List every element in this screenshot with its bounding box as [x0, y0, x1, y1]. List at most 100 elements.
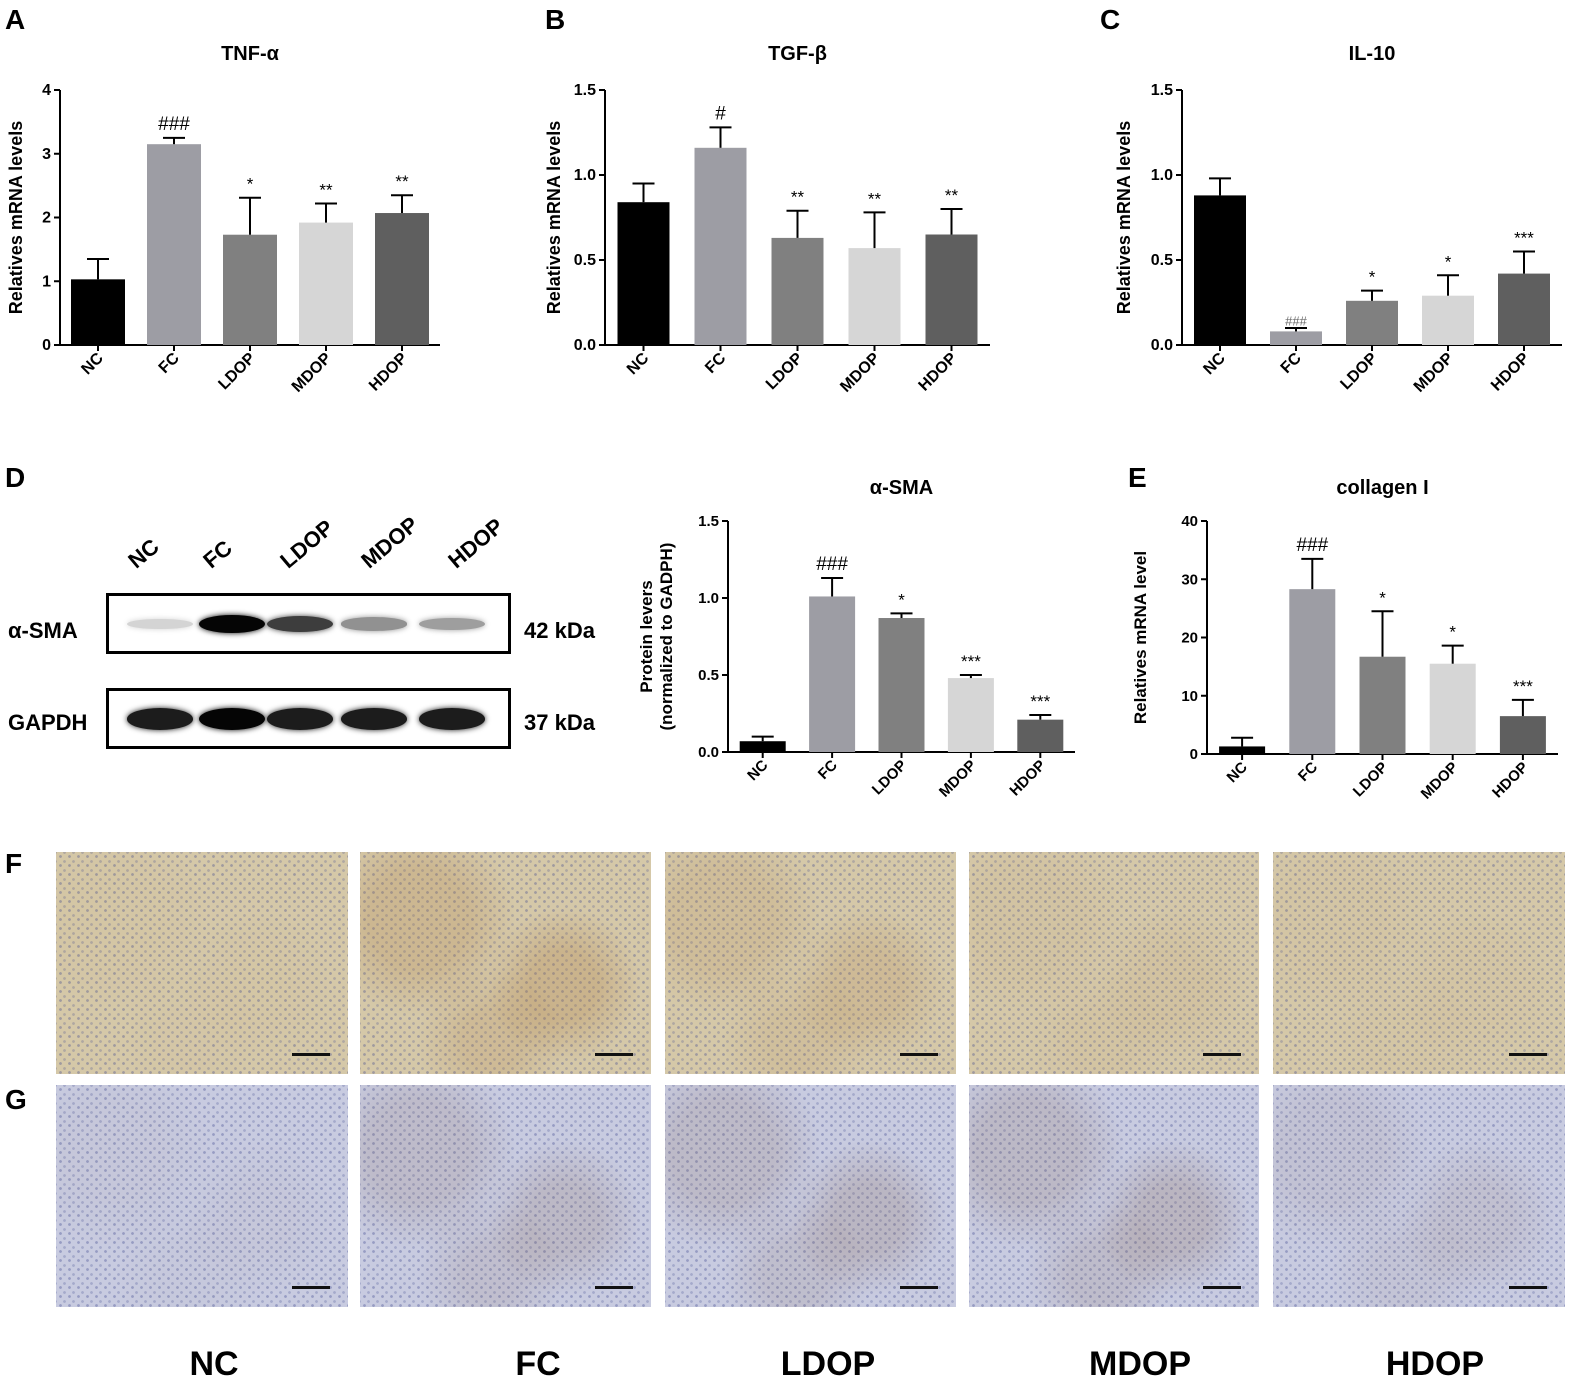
panel-letter-c: C — [1100, 4, 1121, 35]
significance-label: ### — [158, 114, 190, 135]
y-tick-label: 0.0 — [698, 744, 719, 761]
chart-e: collagen I Relatives mRNA level 0 10 20 30 40 N… — [1131, 477, 1558, 803]
panel-letter-d: D — [5, 462, 26, 493]
y-tick-label: 4 — [42, 82, 51, 99]
x-tick-label: NC — [624, 349, 653, 378]
x-tick-label: NC — [1200, 349, 1229, 378]
y-axis-label: Relatives mRNA levels — [544, 121, 564, 314]
blot-kda-asma: 42 kDa — [524, 618, 595, 643]
y-tick-label: 1.0 — [1151, 167, 1173, 184]
micrograph-f — [969, 852, 1259, 1074]
bar — [771, 237, 824, 345]
x-tick-label: FC — [702, 349, 729, 376]
blot-band — [419, 617, 485, 631]
bar — [71, 279, 125, 345]
y-tick-label: 0 — [42, 337, 51, 354]
scale-bar — [1203, 1053, 1241, 1056]
bar — [1289, 589, 1336, 754]
x-tick-label: FC — [156, 349, 183, 376]
y-tick-label: 10 — [1181, 688, 1198, 705]
micrograph-g — [1273, 1085, 1565, 1307]
micrograph-f — [56, 852, 348, 1074]
y-tick-label: 0.0 — [1151, 337, 1173, 354]
group-label-fc: FC — [515, 1345, 561, 1383]
bar — [1017, 719, 1064, 752]
significance-label: *** — [1513, 677, 1533, 696]
bar — [375, 213, 429, 345]
chart-title: IL-10 — [1349, 43, 1396, 65]
y-axis-label: Relatives mRNA levels — [6, 121, 26, 314]
blot-strip-gapdh — [106, 688, 511, 749]
significance-label: * — [1449, 623, 1456, 642]
y-tick-label: 2 — [42, 210, 51, 227]
x-tick-label: HDOP — [1489, 759, 1532, 802]
bar — [1194, 195, 1246, 345]
significance-label: * — [247, 175, 254, 194]
bar — [1498, 273, 1550, 345]
y-tick-label: 30 — [1181, 571, 1198, 588]
chart-title: collagen I — [1336, 477, 1428, 499]
significance-label: # — [715, 103, 726, 124]
blot-row-label-gapdh: GAPDH — [8, 710, 88, 735]
x-tick-label: MDOP — [289, 350, 335, 396]
significance-label: * — [1379, 588, 1386, 607]
group-label-hdop: HDOP — [1385, 1345, 1485, 1383]
significance-label: ** — [868, 189, 882, 208]
blot-kda-gapdh: 37 kDa — [524, 710, 595, 735]
x-tick-label: NC — [1224, 759, 1251, 786]
significance-label: ** — [791, 188, 805, 207]
bar — [617, 202, 670, 345]
blot-band — [267, 616, 333, 632]
significance-label: ### — [1285, 313, 1307, 328]
scale-bar — [1203, 1286, 1241, 1289]
panel-letter-b: B — [545, 4, 566, 35]
significance-label: * — [1369, 268, 1376, 287]
x-tick-label: NC — [744, 757, 771, 784]
blot-row-label-asma: α-SMA — [8, 618, 78, 643]
significance-label: *** — [1514, 229, 1534, 248]
bar-charts: TNF-α Relatives mRNA levels 0 1 2 3 4 NC ### FC * L… — [6, 43, 1562, 803]
bar — [848, 248, 901, 345]
blot-band — [341, 708, 407, 730]
bar — [1499, 716, 1546, 754]
blot-strip-asma — [106, 593, 511, 654]
y-tick-label: 1 — [42, 273, 51, 290]
panel-letter-a: A — [5, 4, 26, 35]
micrograph-f — [665, 852, 956, 1074]
blot-band — [127, 708, 193, 730]
x-tick-label: FC — [815, 757, 841, 783]
x-tick-label: HDOP — [1488, 350, 1533, 395]
bar — [739, 741, 786, 752]
scale-bar — [595, 1286, 633, 1289]
blot-band — [199, 615, 265, 633]
y-tick-label: 1.5 — [574, 82, 596, 99]
group-label-mdop: MDOP — [1089, 1345, 1191, 1383]
chart-b: TGF-β Relatives mRNA levels 0.0 0.5 1.0 1.5 NC… — [544, 43, 990, 396]
bar — [809, 596, 856, 752]
x-tick-label: LDOP — [1350, 759, 1391, 800]
significance-label: ### — [816, 554, 848, 575]
y-tick-label: 0.5 — [698, 667, 719, 684]
x-tick-label: LDOP — [869, 757, 910, 798]
x-tick-label: MDOP — [837, 350, 883, 396]
x-tick-label: MDOP — [1411, 350, 1457, 396]
scale-bar — [292, 1286, 330, 1289]
chart-d: α-SMA Protein levers (normalized to GADPH)… — [637, 477, 1075, 801]
bar — [1429, 663, 1476, 754]
bar — [947, 678, 994, 752]
blot-band — [127, 618, 193, 630]
x-tick-label: HDOP — [1006, 757, 1049, 800]
y-axis-label: Protein levers — [637, 580, 656, 692]
scale-bar — [900, 1286, 938, 1289]
scale-bar — [595, 1053, 633, 1056]
y-tick-label: 0.5 — [574, 252, 596, 269]
group-label-ldop: LDOP — [780, 1345, 876, 1383]
panel-letter-g: G — [5, 1084, 27, 1115]
x-tick-label: LDOP — [763, 350, 807, 394]
significance-label: *** — [961, 652, 981, 671]
y-tick-label: 40 — [1181, 513, 1198, 530]
y-tick-label: 1.5 — [698, 513, 719, 530]
bar — [299, 222, 353, 345]
significance-label: ### — [1296, 535, 1328, 556]
bar — [223, 234, 277, 345]
